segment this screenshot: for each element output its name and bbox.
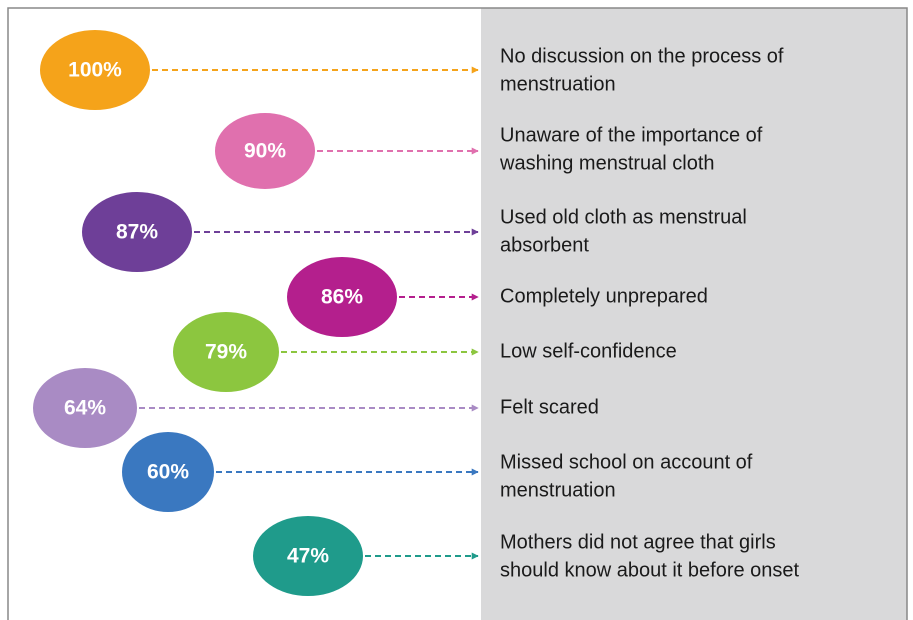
- percent-bubble: [82, 192, 192, 272]
- finding-label: Low self-confidence: [500, 340, 677, 362]
- percent-bubble: [122, 432, 214, 512]
- finding-label: Unaware of the importance of: [500, 124, 763, 146]
- percent-bubble: [33, 368, 137, 448]
- items: 100% No discussion on the process of menst…: [33, 30, 800, 596]
- percent-bubble: [215, 113, 315, 189]
- percent-bubble: [40, 30, 150, 110]
- finding-label: washing menstrual cloth: [499, 152, 715, 174]
- percent-value: 47%: [287, 545, 329, 568]
- percent-bubble: [287, 257, 397, 337]
- finding-label: should know about it before onset: [500, 559, 800, 581]
- label-panel: [481, 8, 907, 620]
- finding-label: menstruation: [500, 479, 616, 501]
- percent-value: 87%: [116, 221, 158, 244]
- percent-value: 90%: [244, 140, 286, 163]
- percent-value: 64%: [64, 397, 106, 420]
- percent-value: 60%: [147, 461, 189, 484]
- frame: [7, 7, 908, 620]
- finding-label: absorbent: [500, 234, 589, 256]
- finding-label: No discussion on the process of: [500, 45, 784, 67]
- finding-label: Used old cloth as menstrual: [500, 206, 747, 228]
- percent-bubble: [253, 516, 363, 596]
- finding-label: Mothers did not agree that girls: [500, 531, 776, 553]
- finding-label: Felt scared: [500, 396, 599, 418]
- percent-value: 100%: [68, 59, 122, 82]
- finding-label: Missed school on account of: [500, 451, 753, 473]
- finding-label: menstruation: [500, 73, 616, 95]
- percent-bubble: [173, 312, 279, 392]
- percent-value: 79%: [205, 341, 247, 364]
- finding-label: Completely unprepared: [500, 285, 708, 307]
- percent-value: 86%: [321, 286, 363, 309]
